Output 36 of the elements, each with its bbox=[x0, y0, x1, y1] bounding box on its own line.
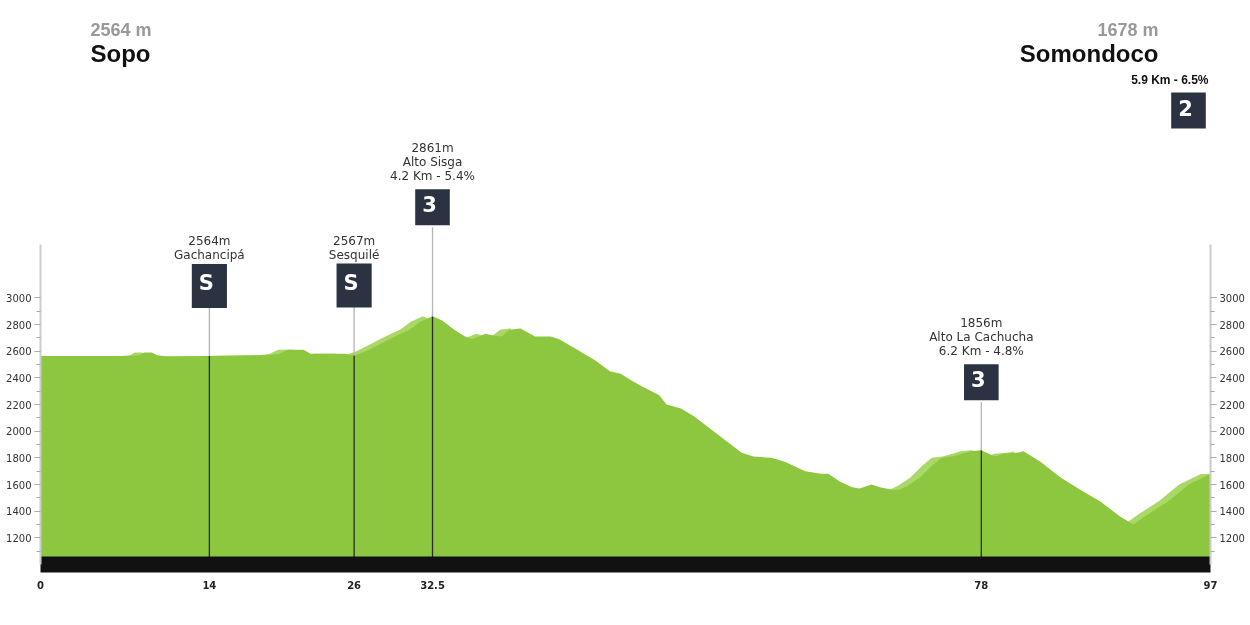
y-tick-label: 1400 bbox=[6, 506, 32, 518]
x-tick-label: 0 bbox=[37, 579, 45, 591]
y-tick-label: 1600 bbox=[6, 479, 32, 491]
text: 5.9 Km - 6.5% bbox=[1131, 72, 1209, 87]
y2-tick-label: 2000 bbox=[1219, 426, 1245, 438]
y2-tick-label: 1200 bbox=[1219, 532, 1245, 544]
text: Sopo bbox=[90, 40, 151, 67]
x-tick-label: 32.5 bbox=[420, 579, 445, 591]
ref-line-label: 2564m Gachancipá S bbox=[174, 233, 245, 295]
y2-tick-label: 1800 bbox=[1219, 452, 1245, 464]
y2-tick-label: 2600 bbox=[1219, 346, 1245, 358]
y-tick-label: 2400 bbox=[6, 372, 32, 384]
y2-tick-label: 3000 bbox=[1219, 292, 1245, 304]
ref-line-label: 2861m Alto Sisga 4.2 Km - 5.4% 3 bbox=[390, 141, 475, 218]
y-tick-label: 2000 bbox=[6, 426, 32, 438]
y2-tick-label: 1400 bbox=[1219, 506, 1245, 518]
y2-tick-label: 2800 bbox=[1219, 319, 1245, 331]
x-tick-label: 78 bbox=[974, 579, 989, 591]
y-tick-label: 1200 bbox=[6, 532, 32, 544]
x-tick-label: 97 bbox=[1203, 579, 1218, 591]
y-tick-label: 2200 bbox=[6, 399, 32, 411]
text: 2 bbox=[1178, 96, 1193, 121]
ref-line-label: 2567m Sesquilé S bbox=[328, 233, 380, 295]
y2-tick-label: 2400 bbox=[1219, 372, 1245, 384]
text: 1678 m bbox=[1097, 19, 1159, 40]
y-tick-label: 2600 bbox=[6, 346, 32, 358]
y2-tick-label: 2200 bbox=[1219, 399, 1245, 411]
y2-tick-label: 1600 bbox=[1219, 479, 1245, 491]
ref-line-label: 1856m Alto La Cachucha 6.2 Km - 4.8% 3 bbox=[929, 316, 1034, 393]
text: 2564 m bbox=[90, 19, 152, 40]
x-tick-label: 14 bbox=[202, 579, 217, 591]
y-tick-label: 2800 bbox=[6, 319, 32, 331]
y-tick-label: 1800 bbox=[6, 452, 32, 464]
y-tick-label: 3000 bbox=[6, 292, 32, 304]
x-tick-label: 26 bbox=[347, 579, 362, 591]
text: Somondoco bbox=[1019, 40, 1159, 67]
